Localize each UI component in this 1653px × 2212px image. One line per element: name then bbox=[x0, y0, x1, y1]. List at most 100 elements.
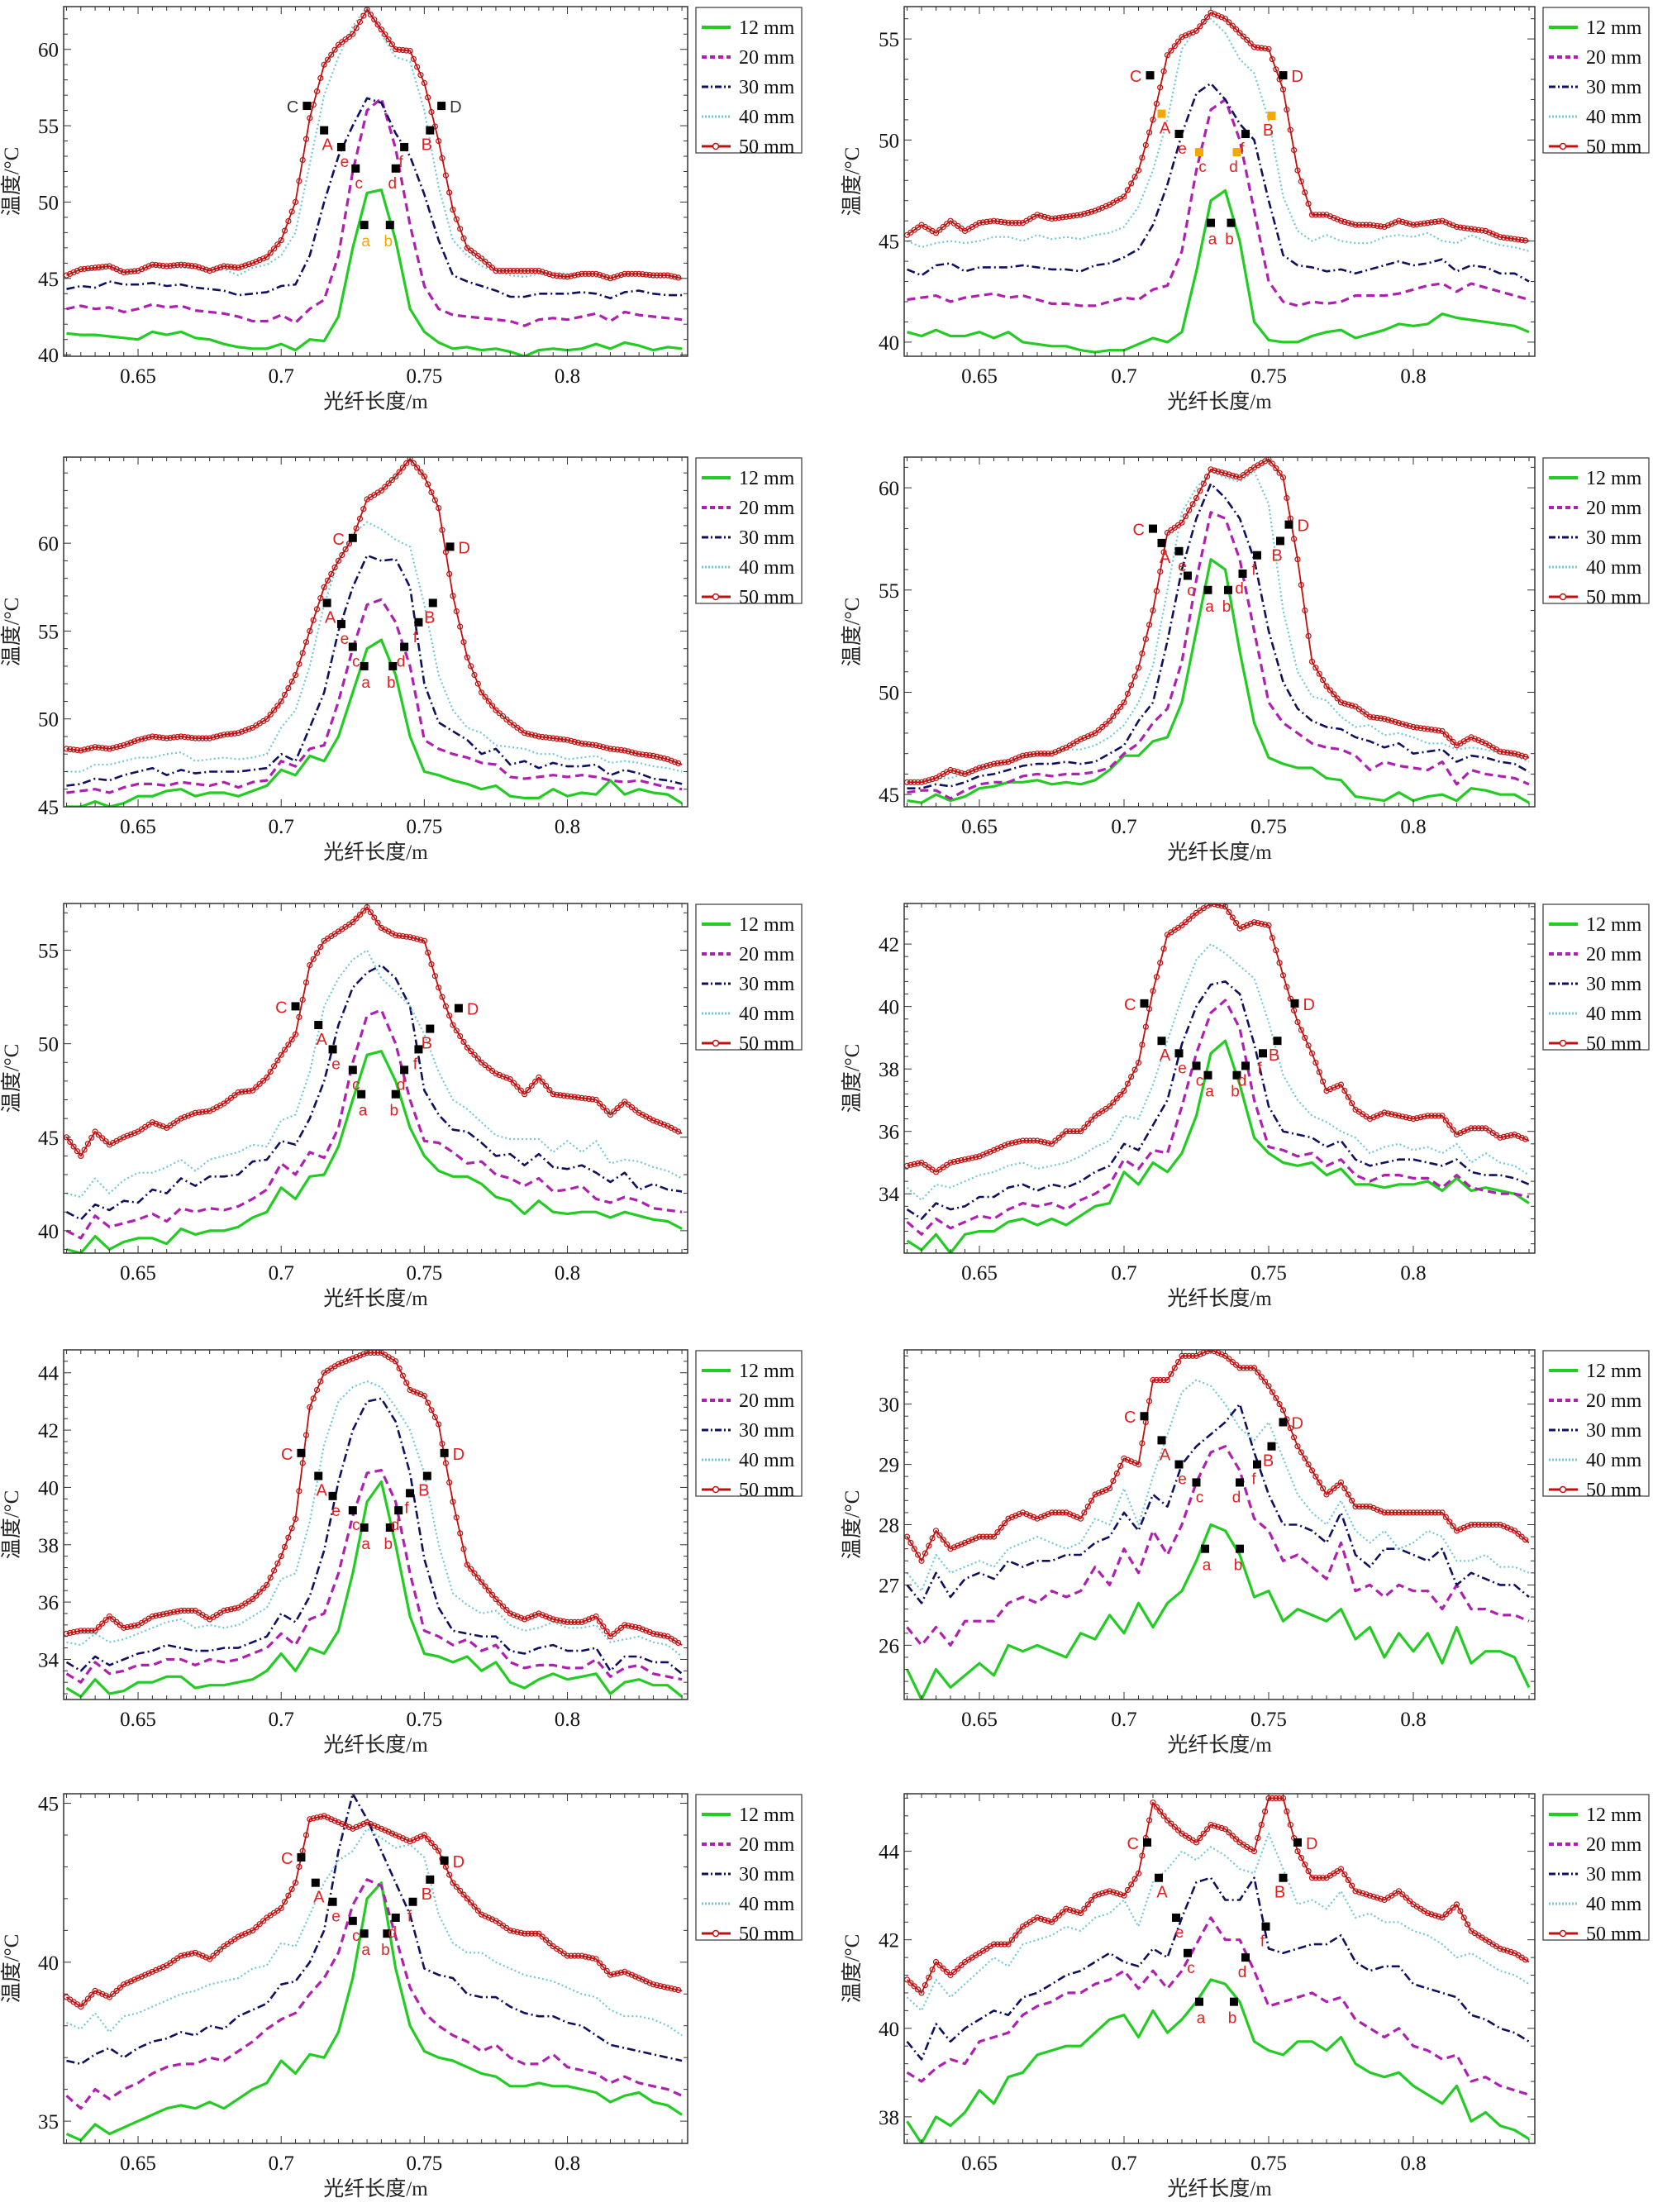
series-point bbox=[1232, 919, 1240, 927]
annotation-marker-d bbox=[1232, 148, 1241, 157]
annotation-marker-A bbox=[314, 1471, 323, 1480]
series-point bbox=[617, 272, 625, 279]
series-point bbox=[1215, 1823, 1222, 1830]
series-point bbox=[1197, 1834, 1203, 1842]
series-point bbox=[1366, 222, 1374, 228]
series-point bbox=[228, 731, 235, 737]
series-point bbox=[958, 1962, 965, 1969]
legend-label: 30 mm bbox=[1586, 77, 1642, 98]
series-point bbox=[371, 17, 378, 23]
series-point bbox=[117, 743, 123, 750]
series-point bbox=[1099, 723, 1106, 731]
series-point bbox=[335, 1361, 342, 1367]
series-point bbox=[643, 751, 650, 758]
series-point bbox=[607, 746, 614, 752]
series-point bbox=[1063, 1128, 1069, 1135]
annotation-label-C: C bbox=[1130, 68, 1141, 86]
series-point bbox=[1515, 1530, 1522, 1537]
series-point bbox=[1088, 732, 1095, 738]
series-point bbox=[1131, 174, 1138, 180]
series-point bbox=[1121, 1892, 1127, 1899]
series-line-20mm bbox=[907, 511, 1530, 800]
series-point bbox=[1110, 1477, 1117, 1485]
series-point bbox=[1150, 1376, 1156, 1384]
y-axis-label: 温度/°C bbox=[0, 1044, 23, 1113]
series-point bbox=[1153, 588, 1160, 594]
annotation-label-f: f bbox=[398, 154, 403, 171]
series-point bbox=[1302, 189, 1308, 196]
annotation-label-d: d bbox=[1235, 580, 1244, 598]
series-point bbox=[536, 1074, 542, 1081]
series-point bbox=[1037, 751, 1045, 757]
series-point bbox=[121, 741, 127, 749]
series-point bbox=[499, 713, 507, 720]
series-point bbox=[607, 275, 614, 282]
legend-label: 12 mm bbox=[739, 17, 795, 39]
series-point bbox=[1446, 1908, 1453, 1914]
series-point bbox=[1218, 1351, 1225, 1358]
series-point bbox=[1435, 727, 1442, 734]
series-point bbox=[994, 760, 1001, 767]
annotation-label-a: a bbox=[1197, 2010, 1206, 2028]
series-point bbox=[546, 734, 553, 741]
series-point bbox=[600, 1623, 607, 1630]
series-point bbox=[235, 730, 241, 737]
series-point bbox=[207, 735, 213, 741]
series-point bbox=[1442, 219, 1450, 226]
annotation-label-b: b bbox=[384, 233, 393, 250]
series-point bbox=[264, 1074, 270, 1081]
series-point bbox=[1308, 212, 1316, 218]
series-point bbox=[1146, 1398, 1153, 1404]
series-point bbox=[292, 198, 299, 205]
series-point bbox=[84, 1995, 92, 2002]
legend-marker-icon bbox=[712, 1039, 720, 1047]
annotation-marker-b bbox=[383, 1929, 392, 1938]
series-group bbox=[64, 457, 683, 807]
annotation-marker-C bbox=[1143, 1838, 1151, 1847]
series-point bbox=[568, 737, 574, 744]
series-point bbox=[288, 1036, 295, 1043]
series-point bbox=[1360, 1890, 1366, 1897]
series-point bbox=[564, 274, 571, 280]
series-point bbox=[296, 178, 302, 184]
series-point bbox=[1421, 220, 1427, 226]
x-tick-label: 0.7 bbox=[1111, 2152, 1136, 2175]
series-point bbox=[496, 1071, 503, 1079]
series-point bbox=[1381, 715, 1388, 722]
series-point bbox=[510, 268, 517, 274]
series-point bbox=[1255, 1834, 1261, 1842]
series-point bbox=[245, 1088, 252, 1094]
series-point bbox=[331, 46, 338, 53]
series-line-40mm bbox=[906, 1833, 1530, 2012]
y-tick-label: 40 bbox=[38, 1221, 59, 1243]
series-point bbox=[1500, 1523, 1508, 1529]
series-point bbox=[614, 1105, 621, 1112]
series-point bbox=[550, 272, 556, 279]
annotation-label-c: c bbox=[1196, 1489, 1204, 1506]
series-point bbox=[410, 460, 417, 467]
series-point bbox=[1139, 650, 1146, 657]
series-point bbox=[1515, 751, 1522, 758]
legend-label: 12 mm bbox=[739, 1361, 795, 1382]
legend-label: 12 mm bbox=[1586, 1804, 1642, 1826]
series-point bbox=[431, 497, 439, 503]
series-point bbox=[221, 732, 227, 738]
series-point bbox=[224, 1606, 231, 1614]
series-point bbox=[1370, 1504, 1377, 1512]
series-point bbox=[1244, 922, 1250, 929]
y-tick-label: 29 bbox=[879, 1455, 899, 1477]
y-tick-label: 42 bbox=[879, 1930, 899, 1952]
series-point bbox=[1258, 45, 1265, 51]
annotation-label-f: f bbox=[404, 1499, 409, 1517]
series-point bbox=[106, 263, 112, 269]
y-tick-label: 55 bbox=[38, 941, 59, 963]
series-point bbox=[1099, 1890, 1106, 1897]
annotation-marker-B bbox=[1279, 1873, 1288, 1882]
series-point bbox=[1273, 947, 1279, 954]
annotation-marker-e bbox=[1174, 1049, 1184, 1058]
series-point bbox=[1508, 1948, 1514, 1955]
series-point bbox=[170, 1609, 177, 1615]
series-point bbox=[285, 1042, 292, 1048]
